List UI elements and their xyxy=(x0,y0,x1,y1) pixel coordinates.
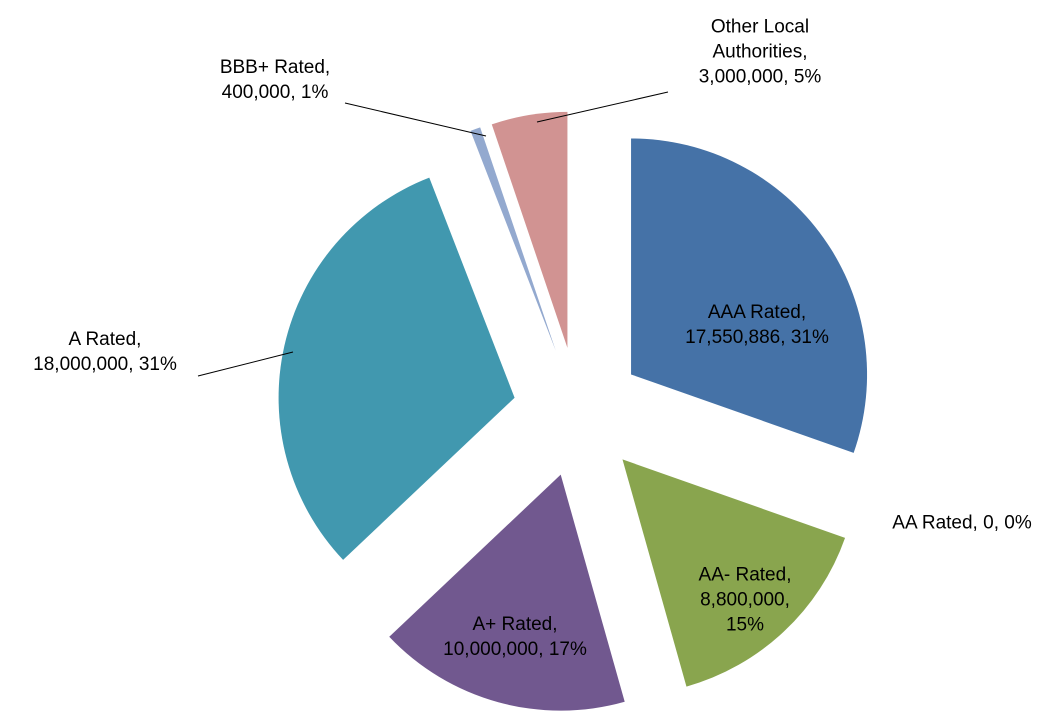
label-percent: 0% xyxy=(1004,512,1032,534)
pie-slice xyxy=(389,474,625,711)
label-category: AAA Rated xyxy=(707,302,801,323)
label-value: 0 xyxy=(983,512,994,534)
label-separator: , xyxy=(784,589,790,611)
label-separator: , xyxy=(800,302,807,323)
leader-line xyxy=(197,351,294,377)
data-label: AAA Rated, 17,550,886, 31% xyxy=(662,300,852,350)
label-percent: 31% xyxy=(790,327,829,348)
pie-slice xyxy=(631,138,868,453)
label-category: BBB+ Rated xyxy=(219,57,325,78)
data-label: A+ Rated, 10,000,000, 17% xyxy=(425,612,605,662)
data-label: BBB+ Rated, 400,000, 1% xyxy=(200,55,350,105)
label-value: 8,800,000 xyxy=(700,589,785,611)
label-separator: , xyxy=(783,66,794,88)
label-value: 400,000 xyxy=(221,82,291,103)
pie-slice xyxy=(491,111,568,348)
label-value: 10,000,000 xyxy=(443,639,539,660)
label-category: AA Rated xyxy=(892,512,973,534)
label-percent: 1% xyxy=(300,82,329,103)
leader-line xyxy=(536,91,669,123)
data-label: Other Local Authorities, 3,000,000, 5% xyxy=(670,15,850,90)
label-separator: , xyxy=(786,564,792,586)
label-percent: 17% xyxy=(548,639,587,660)
label-value: 3,000,000 xyxy=(698,66,784,88)
label-value: 17,550,886 xyxy=(685,327,781,348)
label-separator: , xyxy=(972,512,984,534)
label-percent: 5% xyxy=(793,66,822,88)
label-separator: , xyxy=(128,354,139,375)
label-percent: 31% xyxy=(138,354,177,375)
label-category: Other Local Authorities xyxy=(710,16,810,63)
label-separator: , xyxy=(802,41,808,63)
label-value: 18,000,000 xyxy=(33,354,129,375)
label-separator: , xyxy=(324,57,331,78)
label-category: A Rated xyxy=(68,329,137,350)
label-category: AA- Rated xyxy=(698,564,787,586)
pie-slice xyxy=(622,459,846,687)
data-label: AA- Rated, 8,800,000, 15% xyxy=(680,563,810,638)
label-separator: , xyxy=(290,82,301,103)
pie-slice xyxy=(470,127,556,351)
leader-line xyxy=(344,102,487,137)
label-category: A+ Rated xyxy=(472,614,553,635)
label-separator: , xyxy=(552,614,558,635)
label-separator: , xyxy=(538,639,549,660)
label-separator: , xyxy=(780,327,791,348)
pie-slice xyxy=(278,177,515,560)
data-label: A Rated, 18,000,000, 31% xyxy=(20,327,190,377)
label-percent: 15% xyxy=(725,614,765,636)
data-label: AA Rated, 0, 0% xyxy=(852,511,1052,536)
label-separator: , xyxy=(136,329,142,350)
label-separator: , xyxy=(993,512,1005,534)
